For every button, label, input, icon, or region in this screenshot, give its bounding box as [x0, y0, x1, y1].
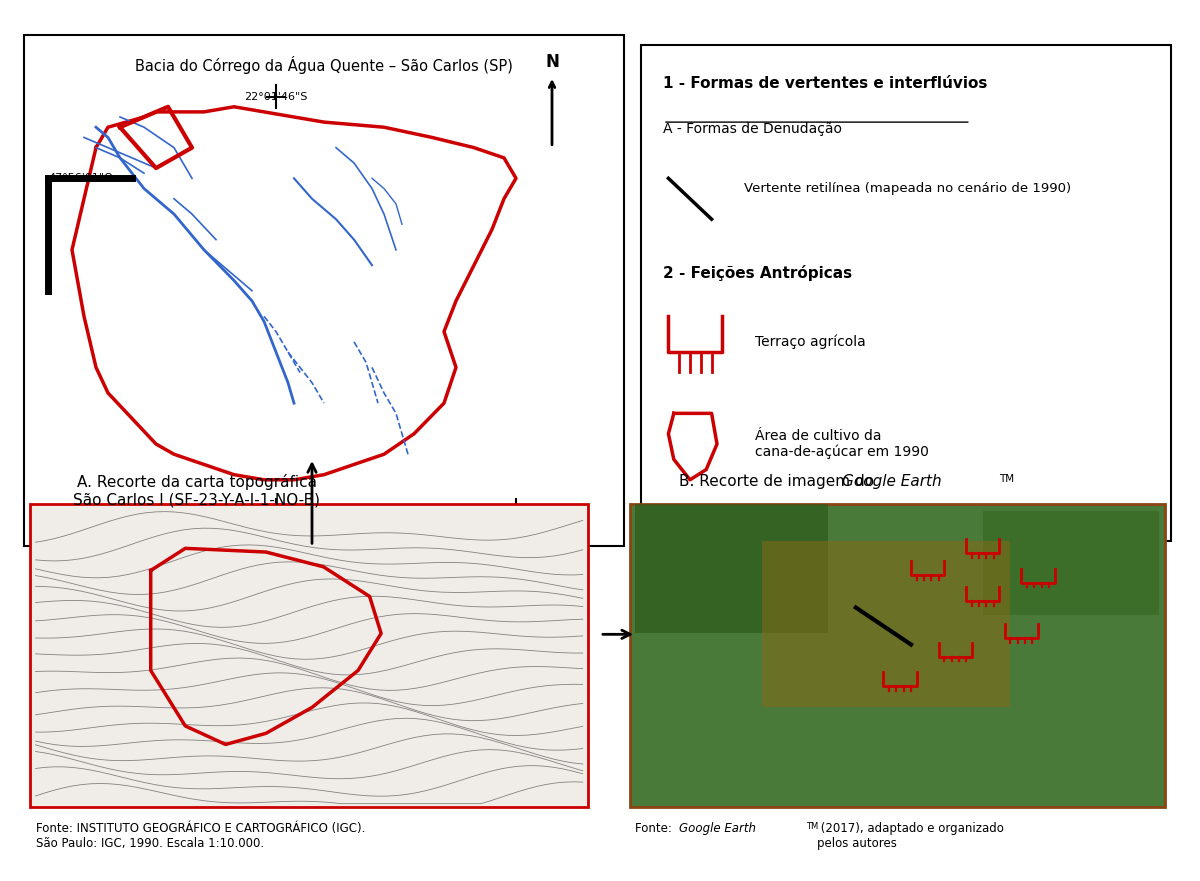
- Text: (2017), adaptado e organizado
pelos autores: (2017), adaptado e organizado pelos auto…: [817, 822, 1004, 850]
- Text: 22°03'48"S: 22°03'48"S: [245, 506, 307, 515]
- Bar: [630, 504, 1165, 807]
- Bar: [635, 504, 828, 633]
- Text: 22°01'46"S: 22°01'46"S: [245, 92, 307, 101]
- Text: Bacia do Córrego da Água Quente – São Carlos (SP): Bacia do Córrego da Água Quente – São Ca…: [136, 56, 512, 74]
- Bar: [762, 541, 1010, 707]
- Text: N: N: [545, 53, 559, 71]
- Text: Área de cultivo da
cana-de-açúcar em 1990: Área de cultivo da cana-de-açúcar em 199…: [755, 429, 929, 459]
- Text: 47°52'32"O: 47°52'32"O: [484, 506, 548, 515]
- Text: A. Recorte da carta topográfica
São Carlos I (SF-23-Y-A-I-1-NO-B): A. Recorte da carta topográfica São Carl…: [73, 474, 320, 507]
- Text: Fonte:: Fonte:: [635, 822, 676, 835]
- Text: TM: TM: [806, 822, 818, 831]
- Text: 47°56'01"O: 47°56'01"O: [48, 174, 113, 183]
- Text: Google Earth: Google Earth: [842, 474, 942, 489]
- Text: Google Earth: Google Earth: [679, 822, 756, 835]
- Text: TM: TM: [1000, 474, 1014, 485]
- Text: Terraço agrícola: Terraço agrícola: [755, 335, 865, 349]
- Text: B. Recorte de imagem do: B. Recorte de imagem do: [679, 474, 880, 489]
- Bar: [30, 504, 588, 807]
- Text: Vertente retilínea (mapeada no cenário de 1990): Vertente retilínea (mapeada no cenário d…: [744, 182, 1072, 195]
- Text: Fonte: INSTITUTO GEOGRÁFICO E CARTOGRÁFICO (IGC).
São Paulo: IGC, 1990. Escala 1: Fonte: INSTITUTO GEOGRÁFICO E CARTOGRÁFI…: [36, 822, 365, 850]
- Bar: [983, 511, 1159, 615]
- Text: A - Formas de Denudação: A - Formas de Denudação: [662, 122, 842, 136]
- Text: 1 - Formas de vertentes e interflúvios: 1 - Formas de vertentes e interflúvios: [662, 76, 988, 91]
- Text: 2 - Feições Antrópicas: 2 - Feições Antrópicas: [662, 265, 852, 281]
